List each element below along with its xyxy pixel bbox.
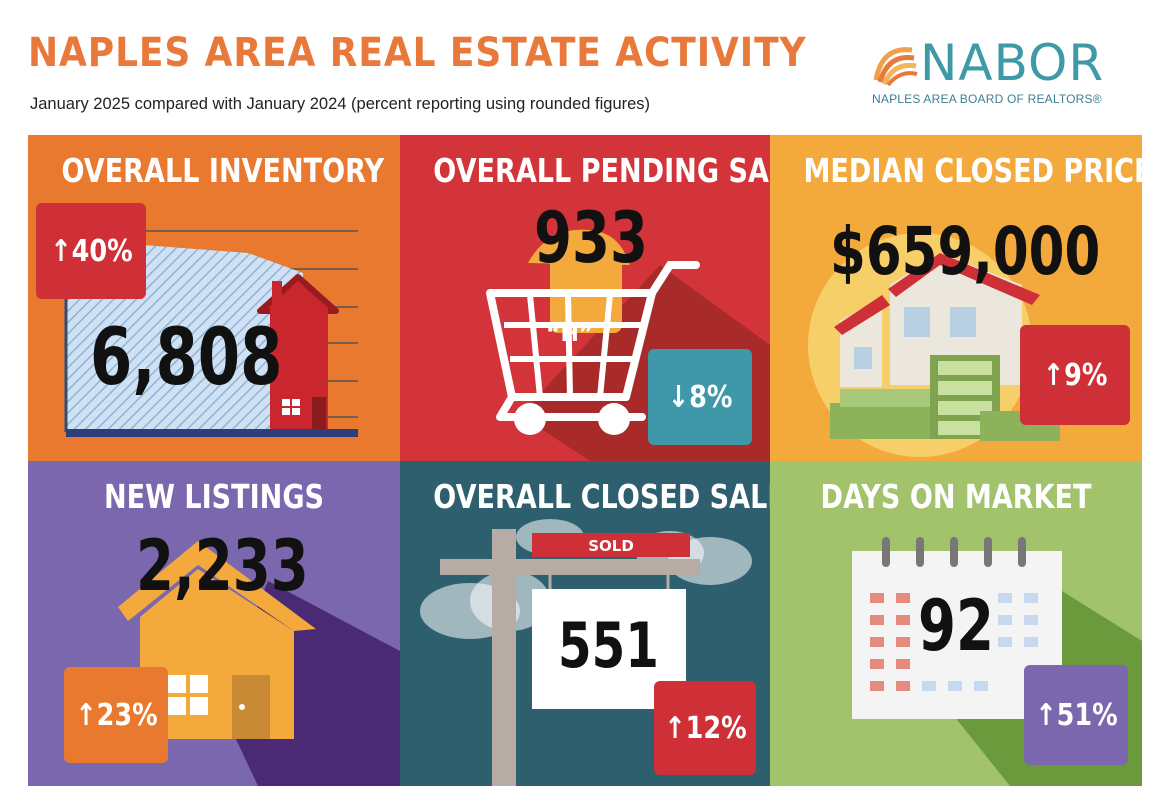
tile-label-inventory: OVERALL INVENTORY (61, 151, 385, 190)
pending-sales-change: 8% (689, 379, 733, 415)
tile-label-days-on-market: DAYS ON MARKET (820, 477, 1092, 516)
tile-label-median-price: MEDIAN CLOSED PRICE (803, 151, 1142, 190)
arrow-up-icon: ↑ (74, 697, 97, 733)
tile-label-closed-sales: OVERALL CLOSED SALES (433, 477, 770, 516)
new-listings-change: 23% (96, 697, 158, 733)
tile-overall-inventory: OVERALL INVENTORY 6,808 ↑40% (28, 135, 400, 461)
page-title: NAPLES AREA REAL ESTATE ACTIVITY (28, 30, 807, 76)
arrow-up-icon: ↑ (1042, 357, 1065, 393)
tile-overall-pending-sales: “H” OVERALL PENDING SALES 933 ↓8% (400, 135, 770, 461)
inventory-change-badge: ↑40% (36, 203, 146, 299)
tile-label-new-listings: NEW LISTINGS (103, 477, 325, 516)
median-price-change: 9% (1064, 357, 1108, 393)
arrow-up-icon: ↑ (663, 710, 686, 746)
days-on-market-change: 51% (1056, 697, 1118, 733)
median-price-change-badge: ↑9% (1020, 325, 1130, 425)
inventory-change: 40% (71, 233, 133, 269)
arrow-up-icon: ↑ (1034, 697, 1057, 733)
pending-sales-value: 933 (534, 197, 648, 279)
nabor-logo: NABOR NAPLES AREA BOARD OF REALTORS® (872, 34, 1142, 118)
closed-sales-change-badge: ↑12% (654, 681, 756, 775)
shell-logo-icon (873, 47, 918, 87)
new-listings-change-badge: ↑23% (64, 667, 168, 763)
pending-sales-change-badge: ↓8% (648, 349, 752, 445)
logo-wordmark: NABOR (920, 34, 1105, 92)
tile-overall-closed-sales: SOLD OVERALL CLOSED SALES 551 ↑12% (400, 461, 770, 786)
days-on-market-change-badge: ↑51% (1024, 665, 1128, 765)
calendar-rings-icon (882, 537, 1026, 567)
arrow-down-icon: ↓ (667, 379, 690, 415)
arrow-up-icon: ↑ (49, 233, 72, 269)
logo-tagline: NAPLES AREA BOARD OF REALTORS® (872, 92, 1102, 106)
days-on-market-value: 92 (918, 585, 994, 667)
inventory-value: 6,808 (90, 313, 283, 403)
calendar-cells (870, 593, 1038, 691)
sold-sign-illustration: SOLD (420, 519, 752, 786)
house-illustration (118, 541, 400, 786)
tile-median-closed-price: MEDIAN CLOSED PRICE $659,000 ↑9% (770, 135, 1142, 461)
page-subtitle: January 2025 compared with January 2024 … (30, 95, 651, 113)
closed-sales-change: 12% (685, 710, 747, 746)
tile-new-listings: NEW LISTINGS 2,233 ↑23% (28, 461, 400, 786)
tile-label-pending-sales: OVERALL PENDING SALES (433, 151, 770, 190)
house-money-illustration (808, 233, 1060, 457)
new-listings-value: 2,233 (136, 525, 309, 607)
median-price-value: $659,000 (830, 213, 1101, 290)
sold-sign-text: SOLD (588, 537, 634, 555)
tile-days-on-market: DAYS ON MARKET 92 ↑51% (770, 461, 1142, 786)
closed-sales-value: 551 (558, 609, 659, 682)
